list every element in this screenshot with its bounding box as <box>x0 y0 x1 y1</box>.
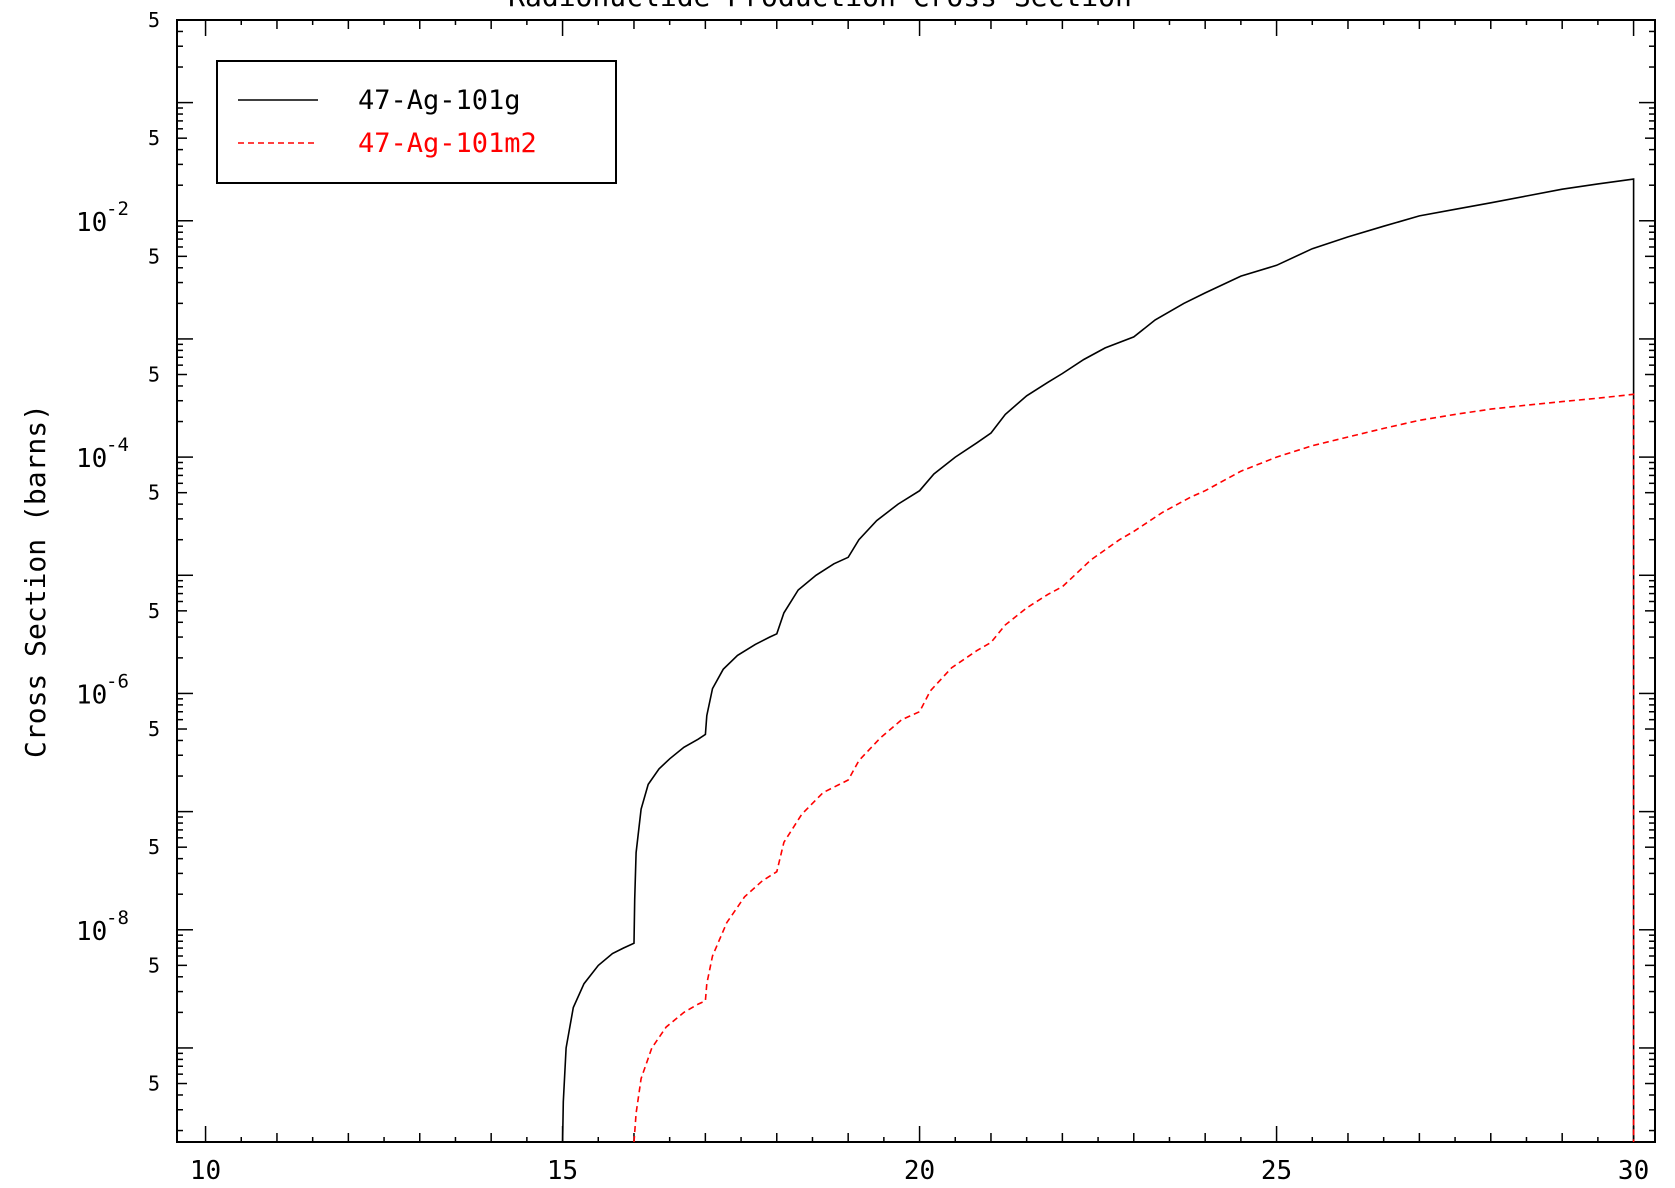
series-line-1 <box>633 393 1635 1142</box>
y-minor-label: 5 <box>148 953 160 977</box>
y-tick-label-exponent: -2 <box>106 198 129 220</box>
y-minor-label: 5 <box>148 717 160 741</box>
series-layer <box>561 178 1635 1142</box>
legend: 47-Ag-101g 47-Ag-101m2 <box>216 60 617 184</box>
y-minor-label: 5 <box>148 8 160 32</box>
plot-frame <box>176 19 1656 1143</box>
y-minor-label: 5 <box>148 126 160 150</box>
y-minor-label: 5 <box>148 835 160 859</box>
y-axis-label: Cross Section (barns) <box>19 404 52 758</box>
legend-label-ag101g: 47-Ag-101g <box>358 85 521 116</box>
y-tick-label-base: 10 <box>76 680 107 710</box>
x-tick-label: 30 <box>1618 1156 1649 1186</box>
y-tick-label-exponent: -6 <box>106 670 129 692</box>
x-tick-label: 10 <box>190 1156 221 1186</box>
y-tick-label-exponent: -8 <box>106 907 129 929</box>
y-tick-label-base: 10 <box>76 917 107 947</box>
series-line-0 <box>561 178 1635 1142</box>
x-axis-ticks <box>204 20 1635 1142</box>
y-tick-label-exponent: -4 <box>106 434 129 456</box>
y-minor-label: 5 <box>148 599 160 623</box>
y-minor-label: 5 <box>148 481 160 505</box>
plot-area <box>176 19 1656 1143</box>
y-minor-label: 5 <box>148 1072 160 1096</box>
y-axis-ticks <box>177 19 1655 1132</box>
legend-box <box>216 60 617 184</box>
chart-title: Radionuclide Production Cross Section <box>508 0 1132 13</box>
legend-label-ag101m2: 47-Ag-101m2 <box>358 128 537 159</box>
x-axis-tick-labels: 10 15 20 25 30 <box>190 1156 1649 1186</box>
y-tick-label-base: 10 <box>76 208 107 238</box>
y-minor-label: 5 <box>148 244 160 268</box>
x-tick-label: 15 <box>547 1156 578 1186</box>
y-tick-label-base: 10 <box>76 444 107 474</box>
y-minor-label: 5 <box>148 363 160 387</box>
x-tick-label: 25 <box>1261 1156 1292 1186</box>
x-tick-label: 20 <box>904 1156 935 1186</box>
